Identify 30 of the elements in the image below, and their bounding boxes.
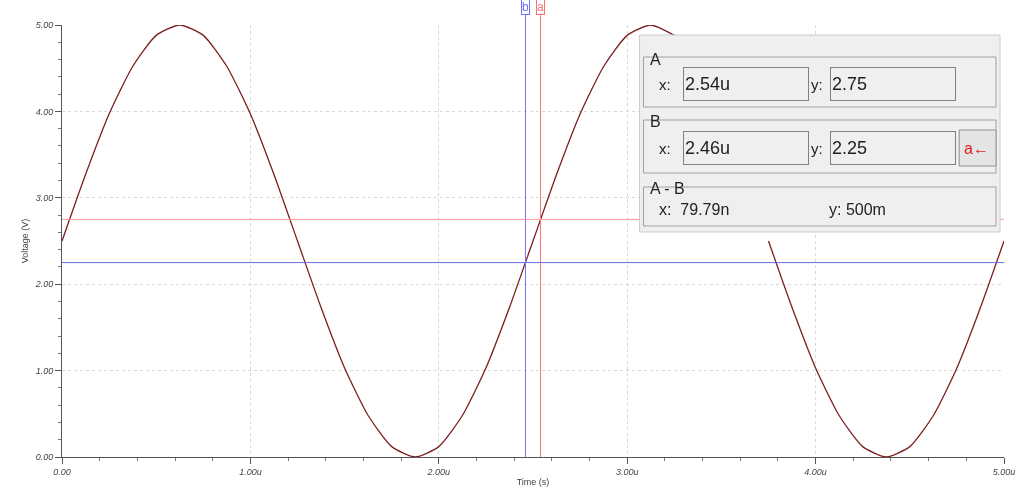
annotation: 2.75 [832, 74, 868, 94]
annotation: x: 79.79n [659, 201, 730, 218]
y-tick-label: 0.00 [35, 452, 54, 463]
annotation: x: [659, 76, 671, 93]
y-tick-label: 4.00 [35, 106, 54, 117]
x-tick-label: 1.00u [239, 466, 262, 477]
annotation: y: [811, 140, 823, 157]
y-tick-label: 1.00 [35, 365, 54, 376]
x-tick-label: 4.00u [804, 466, 827, 477]
ref-line-label: a [537, 0, 544, 14]
annotation: B [650, 113, 661, 130]
annotation: 2.25 [832, 138, 868, 158]
annotation: A - B [650, 180, 685, 197]
y-axis-title: Voltage (V) [20, 218, 31, 264]
annotation: y: [811, 76, 823, 93]
x-tick-label: 3.00u [615, 466, 639, 477]
x-tick-label: 2.00u [426, 466, 451, 477]
x-axis-title: Time (s) [516, 476, 550, 487]
y-tick-label: 2.00 [34, 279, 54, 290]
annotation: y: 500m [829, 201, 886, 218]
annotation: A [650, 51, 661, 68]
y-tick-label: 3.00 [35, 192, 54, 203]
annotation: x: [659, 140, 671, 157]
y-tick-label: 5.00 [35, 20, 54, 31]
x-tick-label: 5.00u [992, 466, 1016, 477]
annotation: a← [964, 140, 989, 157]
annotation: 2.46u [685, 138, 731, 158]
x-tick-label: 0.00 [53, 466, 71, 477]
annotation: 2.54u [685, 74, 731, 94]
ref-line-label: b [522, 0, 529, 14]
